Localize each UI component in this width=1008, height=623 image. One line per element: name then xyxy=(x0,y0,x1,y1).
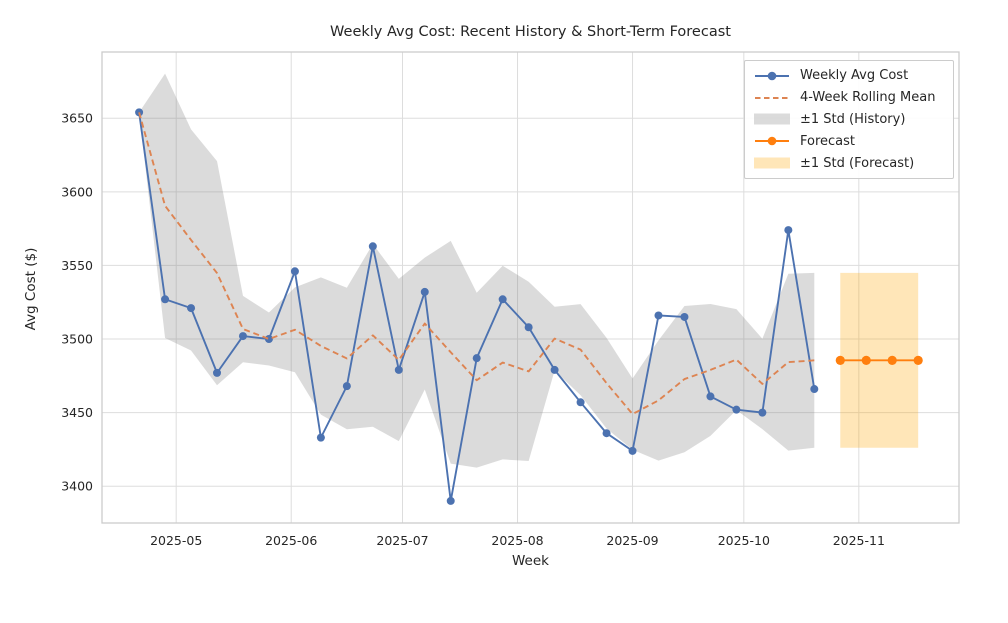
data-point-marker xyxy=(498,295,507,304)
y-tick-label: 3550 xyxy=(61,258,93,273)
y-tick-label: 3650 xyxy=(61,111,93,126)
data-point-marker xyxy=(187,304,196,313)
data-point-marker xyxy=(706,392,715,401)
legend-item-std-history: ±1 Std (History) xyxy=(753,109,945,130)
data-point-marker xyxy=(758,408,767,417)
data-point-marker xyxy=(368,242,377,251)
legend-dashed-line-icon xyxy=(755,96,789,99)
legend-label: Forecast xyxy=(800,133,856,149)
data-point-marker xyxy=(576,398,585,407)
legend-line-marker-icon xyxy=(755,136,789,146)
data-point-marker xyxy=(213,368,222,377)
legend-item-std-forecast: ±1 Std (Forecast) xyxy=(753,153,945,174)
data-point-marker xyxy=(472,354,481,363)
legend-label: ±1 Std (History) xyxy=(800,111,906,127)
legend-label: Weekly Avg Cost xyxy=(800,68,909,84)
x-tick-label: 2025-06 xyxy=(265,533,317,548)
x-tick-label: 2025-10 xyxy=(718,533,770,548)
x-axis-label: Week xyxy=(512,553,549,569)
x-tick-label: 2025-09 xyxy=(606,533,658,548)
data-point-marker xyxy=(732,405,741,414)
data-point-marker xyxy=(420,287,429,296)
legend-item-weekly-avg-cost: Weekly Avg Cost xyxy=(753,65,945,86)
markers-Weekly Avg Cost xyxy=(135,108,819,505)
legend-item-forecast: Forecast xyxy=(753,131,945,152)
legend-item-rolling-mean: 4-Week Rolling Mean xyxy=(753,87,945,108)
data-point-marker xyxy=(342,382,351,391)
tick-labels: 3400 3450 3500 3550 3600 3650 2025-05 2025-06 20… xyxy=(61,111,885,548)
data-point-marker xyxy=(161,295,170,304)
data-point-marker xyxy=(550,365,559,374)
legend-patch-icon xyxy=(754,113,790,125)
legend-line-marker-icon xyxy=(755,71,789,81)
x-tick-label: 2025-07 xyxy=(376,533,428,548)
y-tick-label: 3400 xyxy=(61,479,93,494)
data-point-marker xyxy=(602,429,611,438)
x-tick-label: 2025-05 xyxy=(150,533,202,548)
data-point-marker xyxy=(316,433,325,442)
x-tick-label: 2025-11 xyxy=(833,533,885,548)
line-4-Week Rolling Mean xyxy=(138,112,815,416)
markers-Forecast xyxy=(835,355,923,365)
chart-title: Weekly Avg Cost: Recent History & Short-… xyxy=(330,24,731,40)
legend-label: 4-Week Rolling Mean xyxy=(800,90,936,106)
data-point-marker xyxy=(810,385,819,394)
legend-label: ±1 Std (Forecast) xyxy=(800,155,915,171)
x-tick-label: 2025-08 xyxy=(491,533,543,548)
y-tick-label: 3500 xyxy=(61,332,93,347)
data-point-marker xyxy=(680,312,689,321)
data-point-marker xyxy=(887,355,897,365)
y-tick-label: 3450 xyxy=(61,405,93,420)
data-point-marker xyxy=(524,323,533,332)
data-point-marker xyxy=(784,226,793,235)
data-point-marker xyxy=(861,355,871,365)
data-point-marker xyxy=(238,332,247,341)
data-point-marker xyxy=(913,355,923,365)
band-±1 Std (History) xyxy=(139,73,815,468)
y-tick-label: 3600 xyxy=(61,184,93,199)
data-point-marker xyxy=(394,365,403,374)
data-point-marker xyxy=(446,496,455,505)
y-axis-label: Avg Cost ($) xyxy=(23,247,39,331)
data-point-marker xyxy=(654,311,663,320)
legend: Weekly Avg Cost 4-Week Rolling Mean ±1 S… xyxy=(744,60,954,179)
axes-frame xyxy=(101,51,960,524)
data-point-marker xyxy=(290,267,299,276)
data-point-marker xyxy=(264,335,273,344)
data-point-marker xyxy=(835,355,845,365)
legend-patch-icon xyxy=(754,157,790,169)
data-point-marker xyxy=(628,446,637,455)
